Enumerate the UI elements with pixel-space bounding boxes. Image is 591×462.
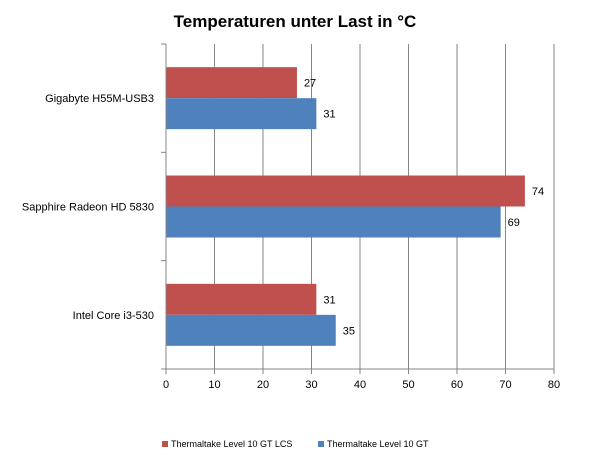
legend-swatch bbox=[162, 441, 168, 447]
legend: Thermaltake Level 10 GT LCS Thermaltake L… bbox=[162, 439, 429, 449]
category-labels: Gigabyte H55M-USB3 Sapphire Radeon HD 583… bbox=[22, 93, 154, 322]
bar-lcs bbox=[166, 283, 317, 315]
category-label: Sapphire Radeon HD 5830 bbox=[22, 202, 154, 214]
data-label: 31 bbox=[323, 109, 335, 121]
x-tick-label: 50 bbox=[402, 379, 414, 391]
category-label: Gigabyte H55M-USB3 bbox=[45, 93, 154, 105]
bars bbox=[166, 67, 525, 346]
legend-swatch bbox=[318, 441, 324, 447]
data-label: 69 bbox=[508, 217, 520, 229]
bar-gt bbox=[166, 98, 317, 130]
x-tick-label: 80 bbox=[548, 379, 560, 391]
bar-lcs bbox=[166, 67, 297, 99]
legend-label: Thermaltake Level 10 GT LCS bbox=[171, 439, 292, 449]
bar-lcs bbox=[166, 175, 525, 207]
chart-title: Temperaturen unter Last in °C bbox=[174, 12, 417, 31]
data-label: 35 bbox=[343, 325, 355, 337]
x-tick-label: 40 bbox=[354, 379, 366, 391]
data-labels: 27 31 74 69 31 35 bbox=[304, 78, 544, 338]
data-label: 74 bbox=[532, 186, 544, 198]
x-tick-label: 60 bbox=[451, 379, 463, 391]
x-tick-label: 0 bbox=[163, 379, 169, 391]
bar-gt bbox=[166, 314, 336, 346]
data-label: 27 bbox=[304, 78, 316, 90]
x-axis-ticks: 0 10 20 30 40 50 60 70 80 bbox=[163, 369, 560, 391]
x-tick-label: 10 bbox=[208, 379, 220, 391]
data-label: 31 bbox=[323, 294, 335, 306]
x-tick-label: 70 bbox=[499, 379, 511, 391]
x-tick-label: 30 bbox=[305, 379, 317, 391]
legend-label: Thermaltake Level 10 GT bbox=[327, 439, 429, 449]
x-tick-label: 20 bbox=[257, 379, 269, 391]
bar-gt bbox=[166, 206, 501, 238]
axes bbox=[161, 43, 554, 370]
category-label: Intel Core i3-530 bbox=[73, 310, 154, 322]
